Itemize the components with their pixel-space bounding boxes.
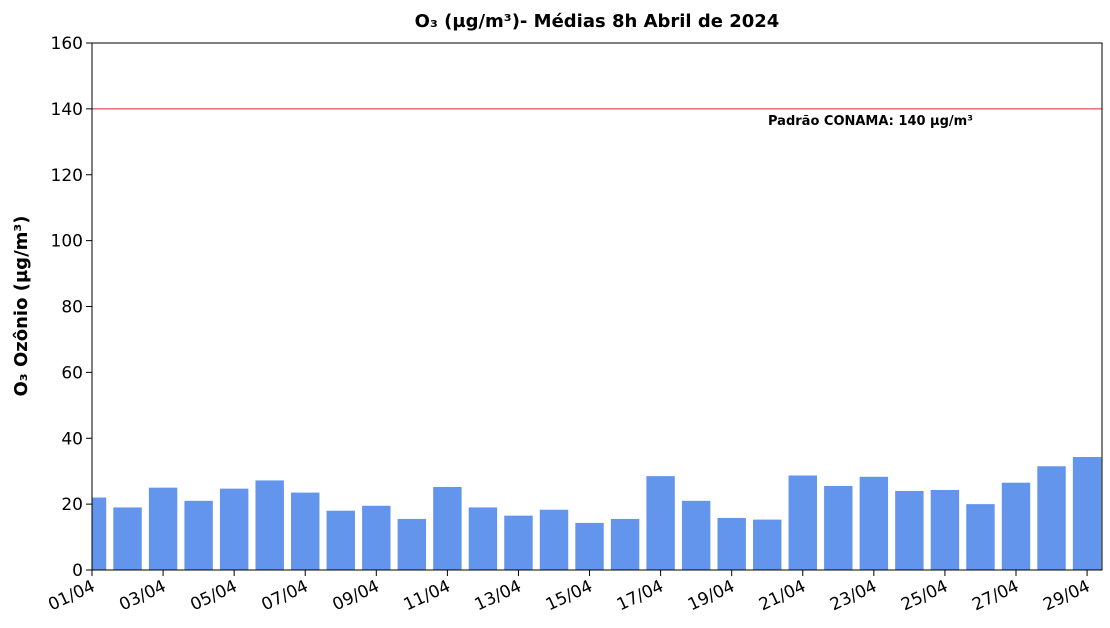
bar [504, 515, 533, 570]
bar [966, 504, 995, 570]
chart-title: O₃ (µg/m³)- Médias 8h Abril de 2024 [415, 11, 780, 32]
reference-label: Padrão CONAMA: 140 μg/m³ [768, 114, 973, 129]
y-tick-label: 20 [61, 495, 83, 515]
bar [219, 488, 249, 570]
bar [717, 517, 746, 570]
bar [291, 492, 320, 570]
bar [326, 510, 355, 570]
x-tick-label: 05/04 [187, 576, 240, 615]
y-tick-label: 60 [61, 363, 83, 383]
bar [1037, 466, 1066, 570]
bar [468, 507, 498, 570]
x-tick-label: 17/04 [614, 576, 667, 615]
bar [1072, 457, 1102, 570]
y-axis-label: O₃ Ozônio (µg/m³) [11, 215, 32, 396]
x-tick-label: 27/04 [969, 576, 1022, 615]
bar [681, 500, 711, 570]
x-tick-label: 11/04 [401, 576, 454, 615]
x-tick-label: 03/04 [116, 576, 169, 615]
bar [788, 475, 817, 570]
bar [433, 486, 462, 570]
y-tick-label: 100 [51, 232, 83, 252]
x-tick-label: 29/04 [1040, 576, 1093, 615]
bar [646, 476, 675, 570]
bar [895, 490, 924, 570]
bar [92, 497, 107, 570]
bar [539, 509, 569, 570]
bar [753, 519, 782, 570]
y-tick-label: 140 [51, 100, 83, 120]
x-tick-label: 23/04 [827, 576, 880, 615]
bar [184, 500, 213, 570]
y-tick-label: 160 [51, 34, 83, 54]
x-tick-label: 01/04 [45, 576, 98, 615]
y-tick-label: 0 [72, 561, 83, 581]
bar [1001, 482, 1031, 570]
bar [148, 487, 178, 570]
bar [930, 489, 960, 570]
bar [362, 505, 391, 570]
x-tick-label: 25/04 [898, 576, 951, 615]
plot-frame [91, 42, 1103, 571]
x-tick-label: 09/04 [330, 576, 383, 615]
bar [255, 480, 284, 570]
y-tick-label: 80 [61, 298, 83, 318]
bar [575, 522, 604, 570]
bar [610, 518, 640, 570]
x-tick-label: 21/04 [756, 576, 809, 615]
x-tick-label: 13/04 [472, 576, 525, 615]
bar [824, 486, 853, 570]
x-tick-label: 07/04 [258, 576, 311, 615]
y-tick-label: 120 [51, 166, 83, 186]
bar [113, 507, 142, 570]
x-tick-label: 15/04 [543, 576, 596, 615]
x-tick-label: 19/04 [685, 576, 738, 615]
y-tick-label: 40 [61, 429, 83, 449]
bar [859, 476, 889, 570]
bar [397, 518, 427, 570]
